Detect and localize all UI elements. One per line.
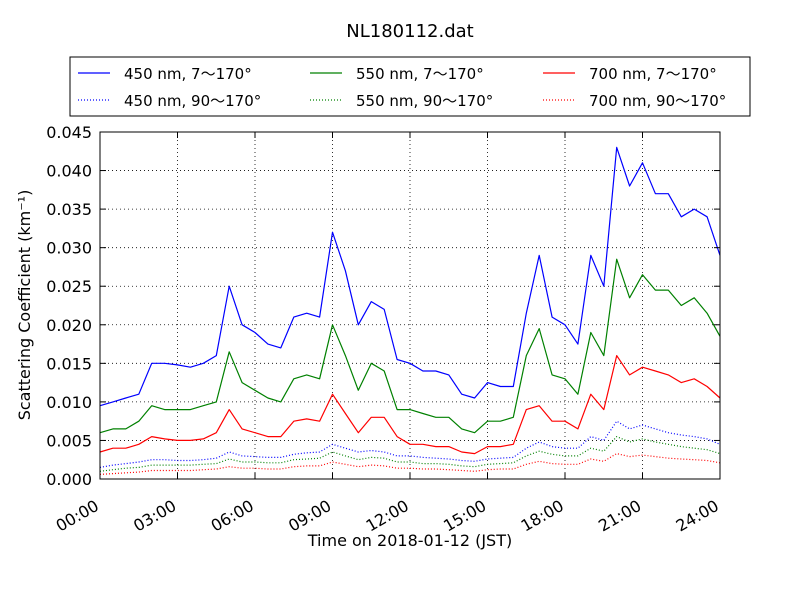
y-tick-label: 0.015 [46, 354, 92, 373]
legend-label-2: 700 nm, 7～170° [589, 65, 717, 83]
y-tick-label: 0.005 [46, 431, 92, 450]
series-line-2 [99, 355, 721, 455]
y-tick-label: 0.025 [46, 277, 92, 296]
series-line-1 [99, 258, 721, 434]
y-axis-label: Scattering Coefficient (km⁻¹) [15, 190, 34, 421]
y-tick-label: 0.000 [46, 470, 92, 489]
series-group [99, 146, 721, 475]
y-tick-label: 0.045 [46, 123, 92, 142]
x-tick-label: 15:00 [440, 496, 489, 536]
x-tick-label: 18:00 [518, 496, 567, 536]
x-axis-label: Time on 2018-01-12 (JST) [307, 531, 512, 550]
series-line-0 [99, 146, 721, 407]
y-tick-label: 0.035 [46, 200, 92, 219]
y-axis-ticks: 0.000 0.005 0.010 0.015 0.020 0.025 0.030 0.035… [46, 123, 720, 489]
x-tick-label: 00:00 [53, 496, 102, 536]
chart-title: NL180112.dat [346, 21, 473, 42]
legend-label-3: 450 nm, 90～170° [124, 92, 261, 110]
x-tick-label: 09:00 [285, 496, 334, 536]
legend-label-1: 550 nm, 7～170° [356, 65, 484, 83]
x-axis-ticks: 00:00 03:00 06:00 09:00 12:00 15:00 18:00 21:00… [53, 132, 722, 536]
series-line-4 [99, 436, 721, 472]
y-tick-label: 0.040 [46, 162, 92, 181]
y-tick-label: 0.020 [46, 316, 92, 335]
x-tick-label: 12:00 [363, 496, 412, 536]
x-tick-label: 06:00 [208, 496, 257, 536]
x-tick-label: 03:00 [130, 496, 179, 536]
y-tick-label: 0.010 [46, 393, 92, 412]
legend: 450 nm, 7～170° 550 nm, 7～170° 700 nm, 7～17… [78, 65, 726, 110]
legend-label-5: 700 nm, 90～170° [589, 92, 726, 110]
x-tick-label: 21:00 [595, 496, 644, 536]
y-tick-label: 0.030 [46, 239, 92, 258]
x-tick-label: 24:00 [673, 496, 722, 536]
legend-box [69, 56, 751, 117]
legend-label-0: 450 nm, 7～170° [124, 65, 252, 83]
legend-label-4: 550 nm, 90～170° [356, 92, 493, 110]
series-line-5 [99, 453, 721, 475]
grid-lines [99, 131, 721, 480]
